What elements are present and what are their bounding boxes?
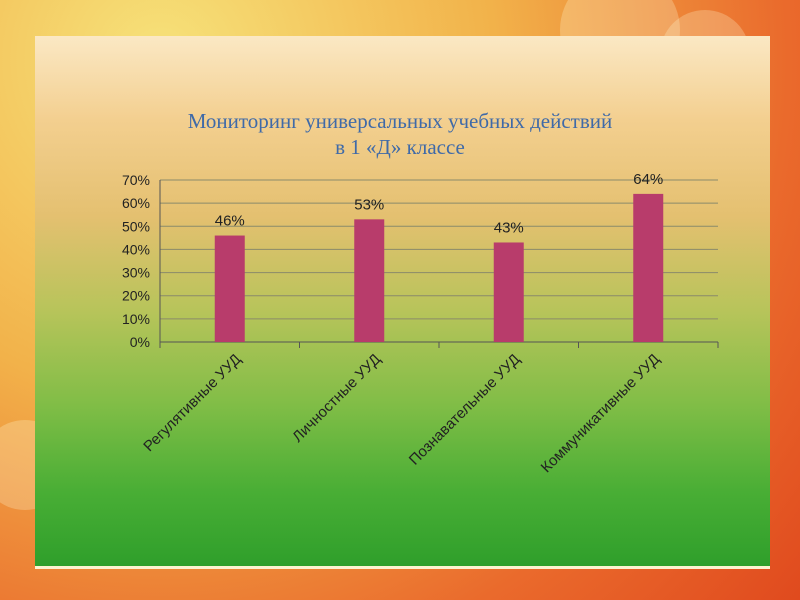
bar: [633, 193, 664, 342]
data-label: 53%: [354, 196, 384, 213]
chart-title-line-2: в 1 «Д» классе: [335, 135, 465, 159]
y-tick-label: 60%: [122, 195, 150, 211]
y-tick-label: 70%: [122, 172, 150, 188]
bar: [493, 242, 524, 342]
chart-title: Мониторинг универсальных учебных действи…: [100, 108, 700, 160]
x-category-label: Коммуникативные УУД: [538, 351, 663, 476]
data-label: 43%: [494, 219, 524, 236]
y-tick-label: 40%: [122, 241, 150, 257]
y-tick-label: 20%: [122, 288, 150, 304]
x-category-label: Познавательные УУД: [406, 351, 524, 469]
y-tick-label: 50%: [122, 218, 150, 234]
bar: [354, 219, 385, 342]
y-tick-label: 30%: [122, 265, 150, 281]
bar: [214, 235, 245, 342]
data-label: 64%: [633, 171, 663, 188]
y-tick-label: 10%: [122, 311, 150, 327]
y-tick-label: 0%: [130, 334, 150, 350]
x-category-label: Личностные УУД: [289, 351, 384, 446]
x-category-label: Регулятивные УУД: [140, 351, 244, 455]
chart-title-line-1: Мониторинг универсальных учебных действи…: [187, 109, 613, 133]
data-label: 46%: [215, 213, 245, 230]
slide-bottom-line: [35, 566, 770, 569]
